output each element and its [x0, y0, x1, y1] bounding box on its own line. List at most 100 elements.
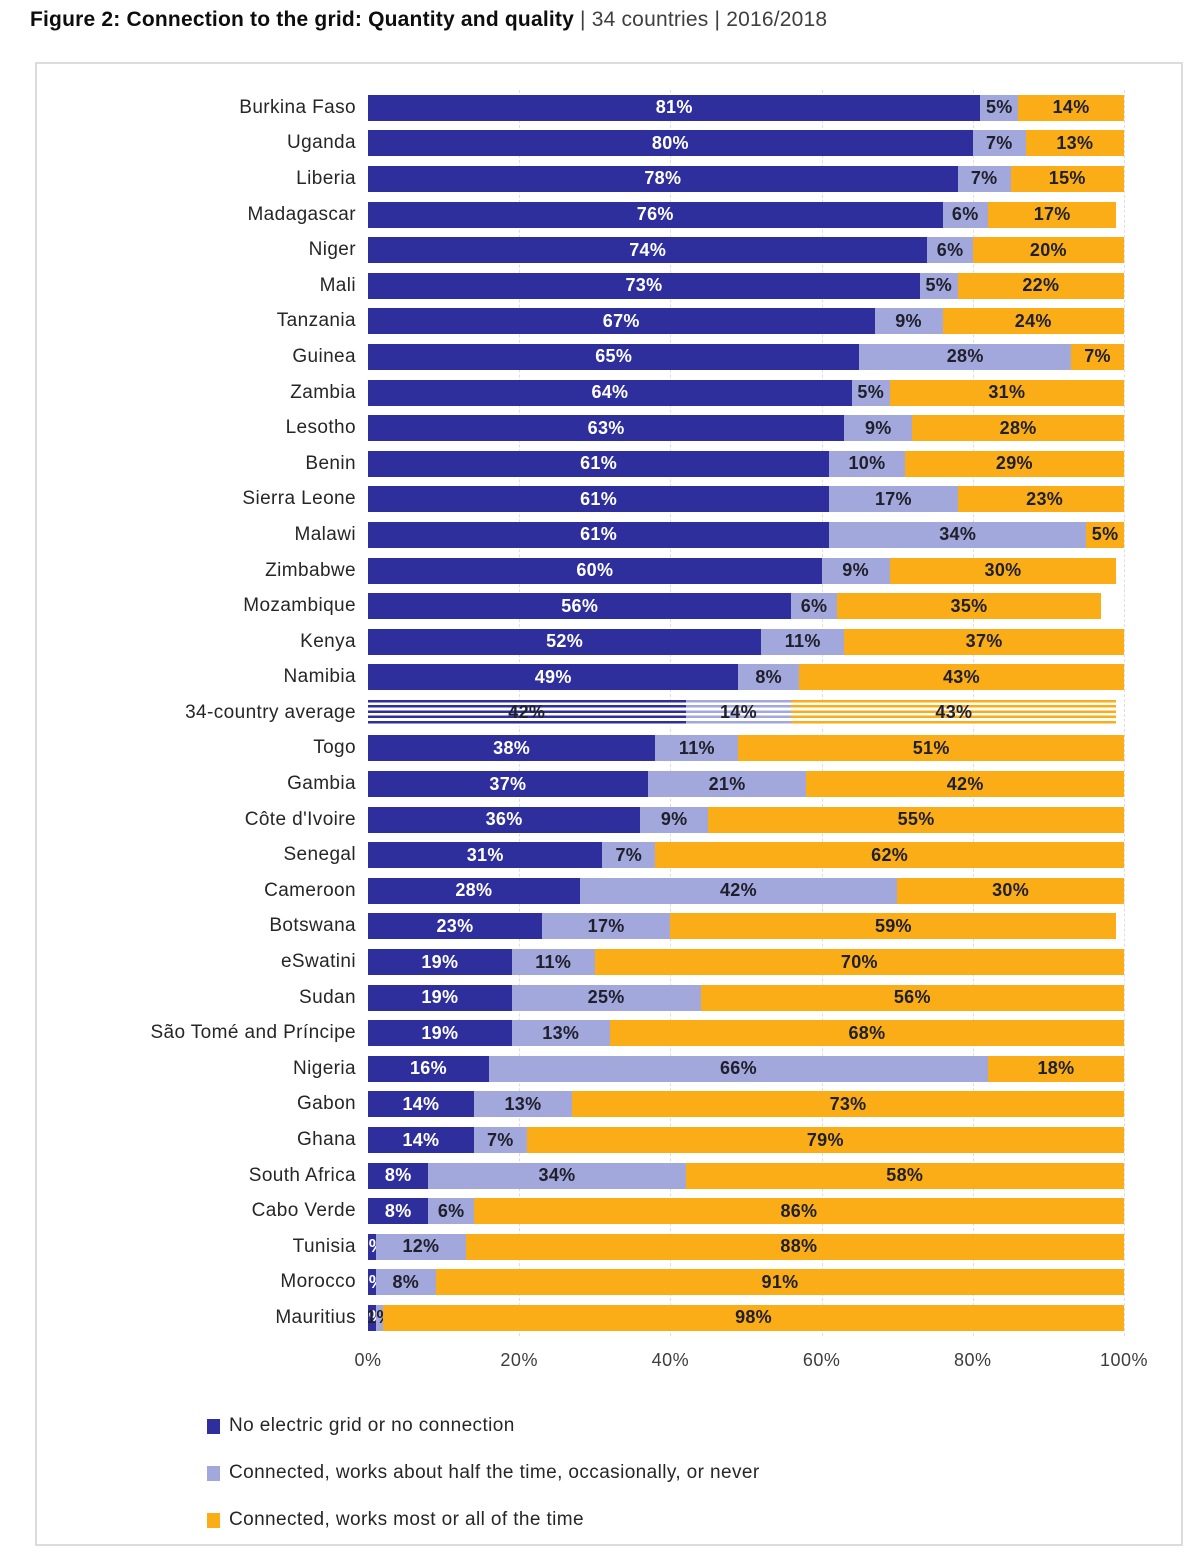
bar-segment-most-time: 20%: [972, 237, 1124, 264]
bar-segment-half-time: 9%: [874, 308, 943, 335]
bar-track: 76% 6% 17%: [368, 201, 1124, 228]
bar-segment-half-time: 11%: [761, 628, 845, 655]
bar-track: 8% 6% 86%: [368, 1198, 1124, 1225]
bar-segment-half-time: 1%: [368, 1304, 392, 1331]
bar-track: 61% 17% 23%: [368, 486, 1124, 513]
bar-segment-no-connection: 37%: [368, 771, 648, 798]
bar-segment-half-time: 9%: [844, 415, 913, 442]
bar-segment-most-time: 58%: [685, 1162, 1124, 1189]
chart-row: Gambia 37% 21% 42%: [37, 766, 1181, 802]
chart-row: Uganda 80% 7% 13%: [37, 126, 1181, 162]
bar-track: 23% 17% 59%: [368, 913, 1124, 940]
legend-swatch-icon: [207, 1418, 220, 1434]
chart-row: Liberia 78% 7% 15%: [37, 161, 1181, 197]
bar-segment-most-time: 5%: [1086, 521, 1124, 548]
bar-track: 16% 66% 18%: [368, 1055, 1124, 1082]
chart-row: Sierra Leone 61% 17% 23%: [37, 482, 1181, 518]
country-label: Morocco: [280, 1271, 356, 1293]
chart-row: Namibia 49% 8% 43%: [37, 660, 1181, 696]
legend-label: No electric grid or no connection: [229, 1415, 515, 1436]
country-label: Gambia: [287, 773, 356, 795]
x-axis-tick: 100%: [1099, 1350, 1149, 1370]
bar-segment-no-connection: 1%: [368, 1233, 376, 1260]
bar-segment-most-time: 88%: [466, 1233, 1124, 1260]
bar-segment-most-time: 29%: [904, 450, 1124, 477]
bar-segment-half-time: 42%: [579, 877, 898, 904]
x-axis-tick: 0%: [354, 1350, 382, 1370]
bar-segment-most-time: 73%: [572, 1091, 1124, 1118]
bar-segment-no-connection: 61%: [368, 450, 830, 477]
bar-segment-half-time: 34%: [829, 521, 1087, 548]
chart-row: Botswana 23% 17% 59%: [37, 909, 1181, 945]
country-label: Tanzania: [276, 310, 356, 332]
bar-segment-no-connection: 1%: [368, 1304, 376, 1331]
bar-segment-no-connection: 78%: [368, 165, 958, 192]
country-label: Nigeria: [293, 1057, 356, 1079]
bar-segment-no-connection: 19%: [368, 949, 512, 976]
chart-row: Benin 61% 10% 29%: [37, 446, 1181, 482]
bar-segment-no-connection: 56%: [368, 593, 792, 620]
bar-track: 80% 7% 13%: [368, 130, 1124, 157]
bar-segment-half-time: 7%: [602, 842, 656, 869]
bar-segment-no-connection: 14%: [368, 1091, 474, 1118]
bar-track: 74% 6% 20%: [368, 237, 1124, 264]
country-label: Botswana: [269, 915, 356, 937]
bar-segment-no-connection: 23%: [368, 913, 542, 940]
bar-segment-most-time: 14%: [1018, 94, 1124, 121]
x-axis-tick: 20%: [500, 1350, 538, 1370]
country-label: South Africa: [248, 1164, 356, 1186]
chart-row: Kenya 52% 11% 37%: [37, 624, 1181, 660]
bar-segment-no-connection: 74%: [368, 237, 928, 264]
bar-segment-half-time: 28%: [859, 343, 1072, 370]
country-label: São Tomé and Príncipe: [150, 1022, 356, 1044]
bar-segment-half-time: 10%: [829, 450, 905, 477]
bar-segment-most-time: 70%: [594, 949, 1124, 976]
bar-segment-most-time: 37%: [844, 628, 1124, 655]
country-label: Burkina Faso: [239, 96, 356, 118]
chart-row: Zimbabwe 60% 9% 30%: [37, 553, 1181, 589]
bar-segment-no-connection: 52%: [368, 628, 762, 655]
bar-segment-half-time: 6%: [428, 1198, 474, 1225]
country-label: Madagascar: [247, 203, 356, 225]
chart-row: Tanzania 67% 9% 24%: [37, 304, 1181, 340]
country-label: Niger: [308, 239, 356, 261]
country-label: Kenya: [300, 630, 356, 652]
chart-row: Côte d'Ivoire 36% 9% 55%: [37, 802, 1181, 838]
country-label: Lesotho: [285, 417, 356, 439]
chart-row: Madagascar 76% 6% 17%: [37, 197, 1181, 233]
country-label: Gabon: [296, 1093, 356, 1115]
bar-segment-no-connection: 19%: [368, 984, 512, 1011]
country-label: Uganda: [287, 132, 356, 154]
chart-row: eSwatini 19% 11% 70%: [37, 944, 1181, 980]
bar-track: 28% 42% 30%: [368, 877, 1124, 904]
bar-segment-half-time: 7%: [473, 1127, 527, 1154]
bar-segment-most-time: 7%: [1071, 343, 1124, 370]
chart-row-average: 34-country average 42% 14% 43%: [37, 695, 1181, 731]
country-label: Mauritius: [275, 1306, 356, 1328]
bar-segment-half-time: 8%: [375, 1269, 437, 1296]
bar-segment-most-time: 51%: [738, 735, 1124, 762]
country-label: Cabo Verde: [251, 1200, 356, 1222]
country-label: Malawi: [294, 523, 356, 545]
chart-row: Cameroon 28% 42% 30%: [37, 873, 1181, 909]
bar-segment-half-time: 9%: [821, 557, 890, 584]
bar-segment-most-time: 18%: [987, 1055, 1124, 1082]
chart-row: Lesotho 63% 9% 28%: [37, 410, 1181, 446]
country-label: Mali: [319, 274, 356, 296]
gridline: [1124, 90, 1125, 1336]
x-axis-tick: 80%: [954, 1350, 992, 1370]
bar-track: 61% 10% 29%: [368, 450, 1124, 477]
legend-label: Connected, works about half the time, oc…: [229, 1462, 760, 1483]
figure-title: Figure 2: Connection to the grid: Quanti…: [30, 8, 827, 32]
country-label: Ghana: [296, 1129, 356, 1151]
bar-track: 61% 34% 5%: [368, 521, 1124, 548]
bar-segment-most-time: 22%: [957, 272, 1124, 299]
bar-track: 49% 8% 43%: [368, 664, 1124, 691]
chart-figure: Burkina Faso 81% 5% 14% Uganda 80% 7% 13% Liberi…: [35, 62, 1183, 1546]
bar-segment-no-connection: 81%: [368, 94, 981, 121]
country-label: 34-country average: [185, 701, 356, 723]
chart-rows: Burkina Faso 81% 5% 14% Uganda 80% 7% 13% Liberi…: [37, 90, 1181, 1336]
bar-segment-most-time: 56%: [700, 984, 1124, 1011]
bar-segment-most-time: 42%: [806, 771, 1124, 798]
bar-segment-half-time: 9%: [640, 806, 709, 833]
